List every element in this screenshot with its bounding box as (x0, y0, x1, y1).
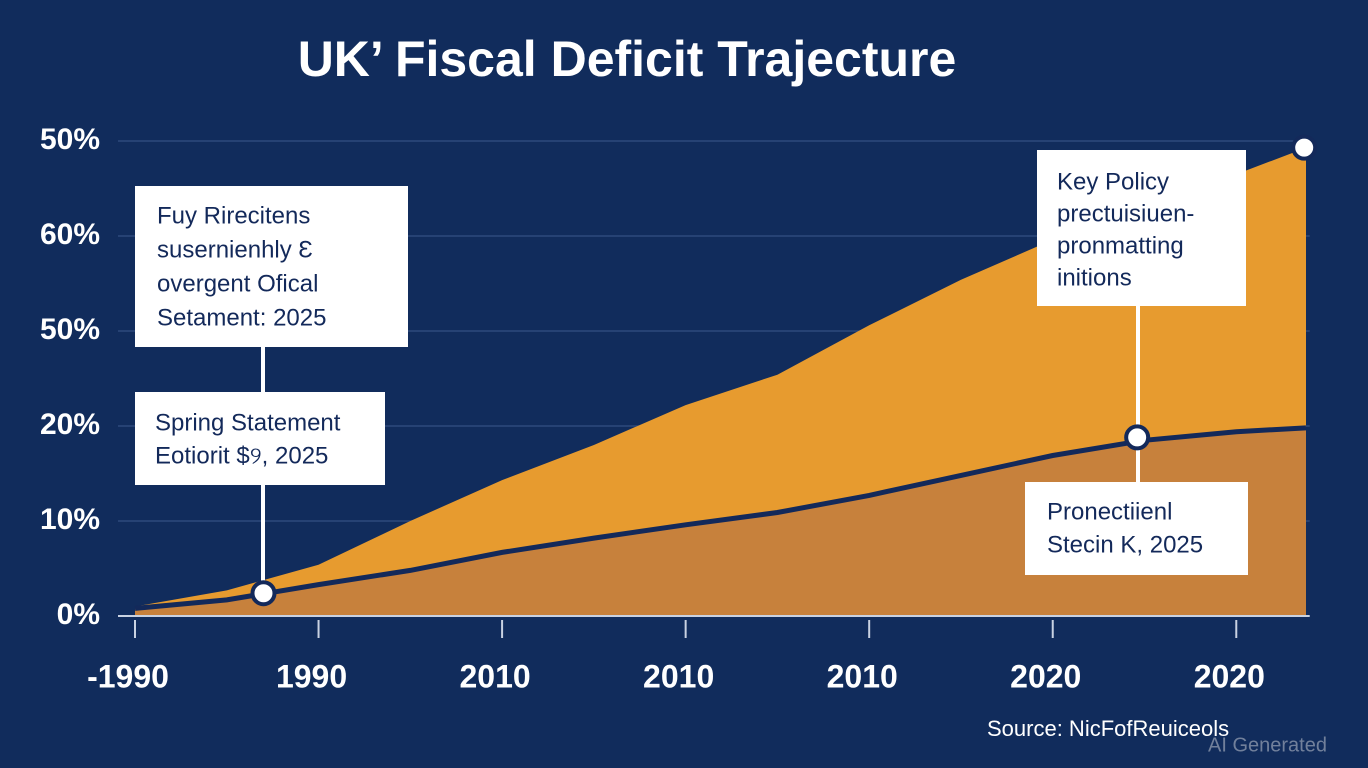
annotation-text: Key Policy (1057, 168, 1169, 195)
x-tick-label: 1990 (276, 658, 347, 694)
annotation-text: overgent Ofical (157, 270, 318, 297)
annotation-text: pronmatting (1057, 232, 1184, 259)
annotation-text: susernienhly Ɛ (157, 236, 313, 263)
y-tick-label: 0% (57, 598, 100, 631)
x-tick-label: 2020 (1010, 658, 1081, 694)
annotation-box (135, 392, 385, 485)
y-tick-label: 50% (40, 313, 100, 346)
annotation-text: Eotiorit $୨, 2025 (155, 442, 328, 469)
marker-point (250, 580, 277, 607)
annotation-text: Pronectiienl (1047, 498, 1172, 525)
x-tick-label: 2010 (643, 658, 714, 694)
annotation-text: Spring Statement (155, 409, 341, 436)
y-tick-label: 10% (40, 503, 100, 536)
annotation-box (1037, 150, 1246, 306)
annotation-text: prectuisiuen- (1057, 200, 1194, 227)
watermark: AI Generated (1208, 734, 1327, 756)
x-tick-label: -1990 (87, 658, 169, 694)
annotation-text: initions (1057, 264, 1132, 291)
y-tick-label: 60% (40, 218, 100, 251)
marker-point (1124, 424, 1151, 451)
y-tick-label: 20% (40, 408, 100, 441)
x-tick-label: 2010 (460, 658, 531, 694)
annotation-text: Fuy Rirecitens (157, 202, 310, 229)
x-tick-label: 2020 (1194, 658, 1265, 694)
annotation-text: Stecin K, 2025 (1047, 531, 1203, 558)
annotation-box (1025, 482, 1248, 575)
annotation-box (135, 186, 408, 347)
y-tick-label: 50% (40, 123, 100, 156)
x-tick-label: 2010 (827, 658, 898, 694)
annotation-text: Setament: 2025 (157, 304, 326, 331)
marker-point (1291, 134, 1318, 161)
source-note: Source: NicFofReuiceols (987, 716, 1229, 741)
chart-title: UK’ Fiscal Deficit Trajecture (298, 31, 957, 87)
